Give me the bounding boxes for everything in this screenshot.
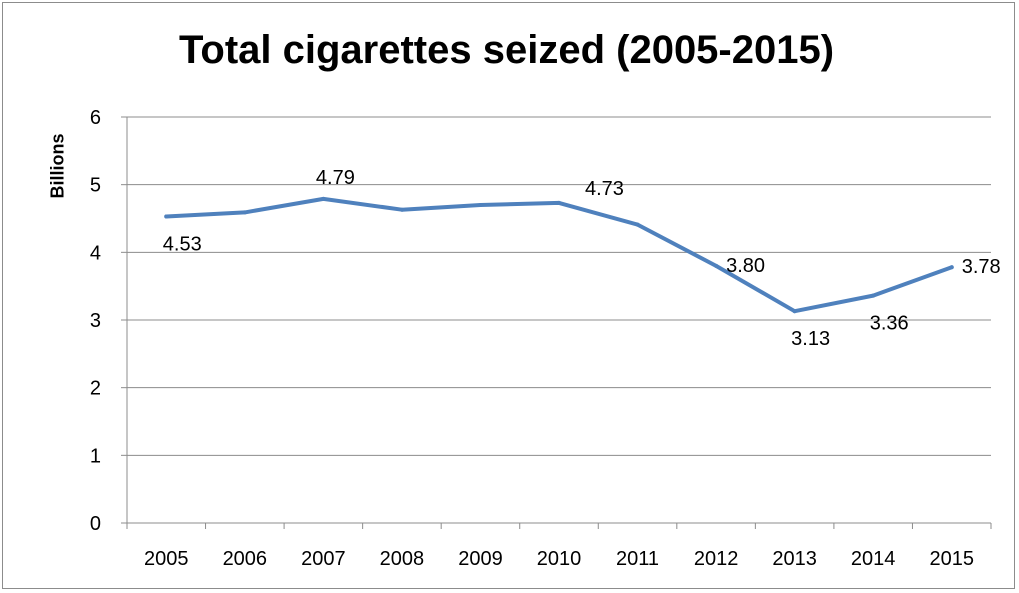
series bbox=[164, 196, 954, 314]
data-point bbox=[635, 222, 640, 227]
y-tick-labels: 0 1 2 3 4 5 6 bbox=[90, 107, 101, 535]
data-label: 3.13 bbox=[791, 328, 830, 350]
x-tick-label: 2009 bbox=[458, 548, 503, 570]
gridlines bbox=[127, 116, 991, 456]
data-point bbox=[557, 200, 561, 205]
data-label: 3.36 bbox=[870, 313, 909, 335]
data-label: 3.80 bbox=[726, 255, 765, 277]
data-point bbox=[164, 214, 169, 219]
data-point bbox=[242, 210, 247, 215]
data-point bbox=[478, 202, 483, 207]
chart-title: Total cigarettes seized (2005-2015) bbox=[178, 28, 835, 72]
data-point bbox=[792, 309, 797, 314]
x-tick-label: 2013 bbox=[772, 548, 817, 570]
x-tick-label: 2011 bbox=[616, 548, 659, 570]
x-tick-label: 2010 bbox=[537, 548, 582, 570]
y-tick-label: 1 bbox=[90, 445, 101, 467]
data-point bbox=[321, 196, 326, 201]
y-tick-label: 4 bbox=[90, 242, 101, 264]
y-tick-label: 0 bbox=[90, 513, 101, 535]
data-label: 4.79 bbox=[316, 167, 355, 189]
y-tick-label: 6 bbox=[90, 107, 101, 129]
y-tick-label: 3 bbox=[90, 310, 101, 332]
x-tick-label: 2005 bbox=[144, 548, 189, 570]
data-label: 4.73 bbox=[585, 178, 624, 200]
data-label: 3.78 bbox=[962, 256, 1001, 278]
data-point bbox=[714, 263, 719, 268]
data-label: 4.53 bbox=[163, 233, 202, 255]
data-point bbox=[399, 207, 404, 212]
data-point bbox=[871, 293, 876, 298]
x-tick-labels: 2005 2006 2007 2008 2009 2010 2011 2012 2013 2014… bbox=[144, 548, 974, 570]
data-point bbox=[949, 265, 954, 270]
series-line bbox=[164, 196, 954, 314]
x-tick-label: 2007 bbox=[301, 548, 346, 570]
x-tick-label: 2015 bbox=[929, 548, 974, 570]
y-tick-label: 5 bbox=[90, 175, 101, 197]
axes bbox=[121, 116, 992, 529]
x-tick-label: 2008 bbox=[380, 548, 425, 570]
y-tick-label: 2 bbox=[90, 378, 101, 400]
x-tick-label: 2006 bbox=[223, 548, 268, 570]
x-tick-label: 2014 bbox=[851, 548, 896, 570]
x-tick-label: 2012 bbox=[694, 548, 739, 570]
data-labels: 4.53 4.79 4.73 3.80 3.13 3.36 3.78 bbox=[163, 167, 1001, 350]
